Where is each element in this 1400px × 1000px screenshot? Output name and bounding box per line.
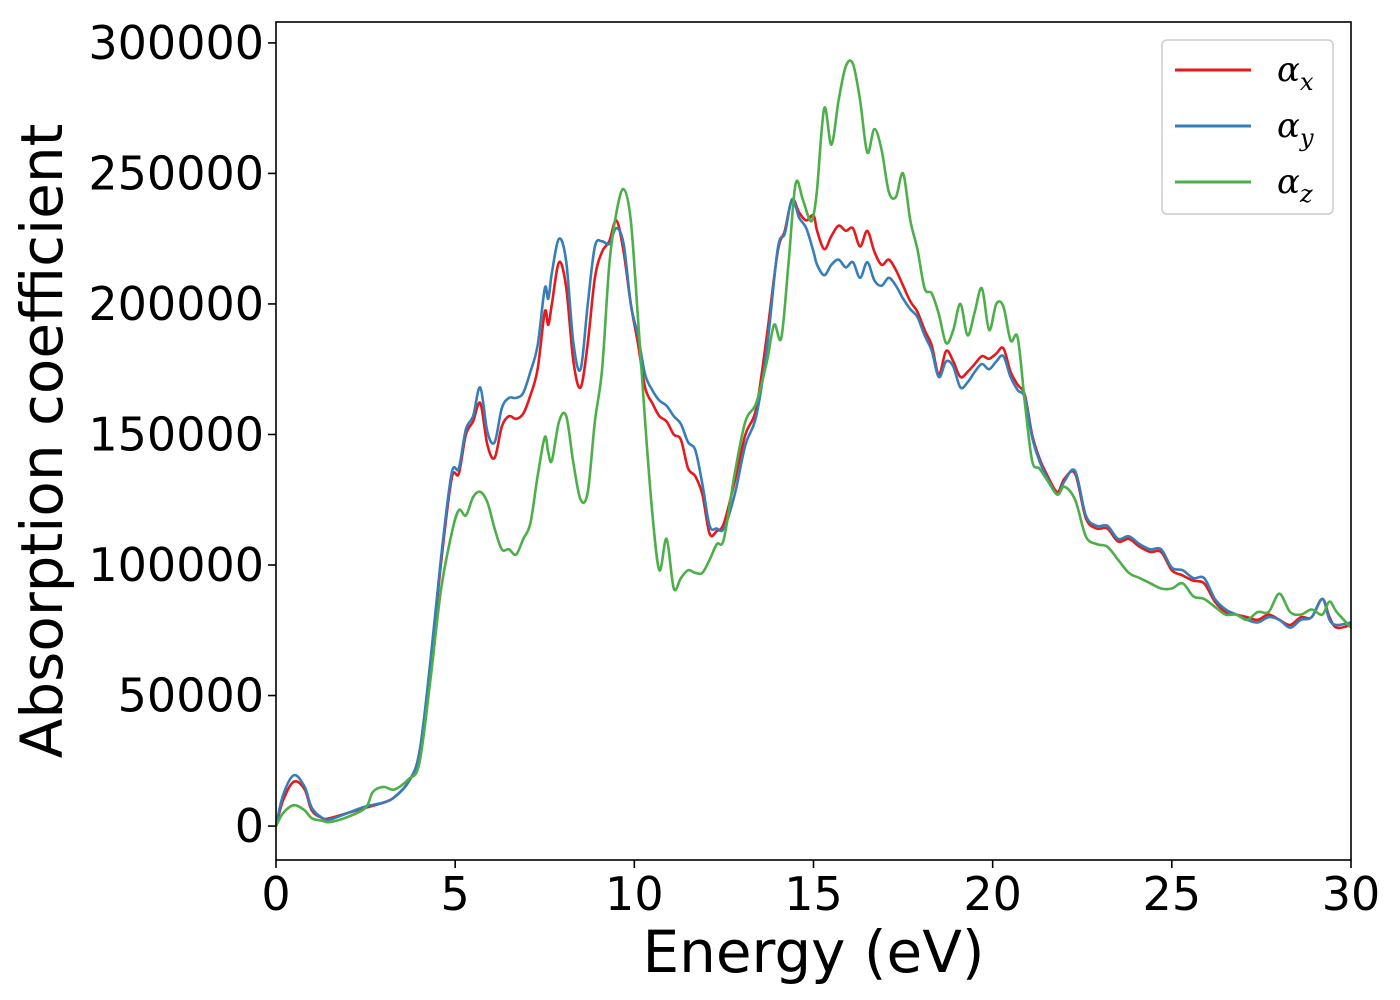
series-line-y bbox=[274, 198, 1352, 827]
y-tick-label: 300000 bbox=[88, 16, 264, 70]
series-line-x bbox=[274, 197, 1352, 827]
y-tick-label: 150000 bbox=[88, 407, 264, 461]
legend-label-y: αy bbox=[1277, 106, 1314, 152]
legend-subscript: x bbox=[1300, 68, 1314, 96]
x-tick-label: 20 bbox=[963, 867, 1022, 921]
series-lines bbox=[274, 59, 1352, 827]
legend-subscript: z bbox=[1299, 180, 1313, 208]
legend-symbol: α bbox=[1277, 50, 1300, 90]
x-tick-label: 0 bbox=[261, 867, 290, 921]
legend-symbol: α bbox=[1277, 106, 1300, 146]
x-tick-label: 30 bbox=[1322, 867, 1381, 921]
y-tick-label: 250000 bbox=[88, 146, 264, 200]
legend-symbol: α bbox=[1277, 162, 1300, 202]
y-axis-ticks: 0 50000 100000 150000 200000 250000 300000 bbox=[88, 16, 276, 853]
y-axis-label: Absorption coefficient bbox=[8, 124, 76, 759]
legend-subscript: y bbox=[1299, 124, 1314, 152]
y-tick-label: 100000 bbox=[88, 538, 264, 592]
y-tick-label: 0 bbox=[235, 799, 264, 853]
x-tick-label: 5 bbox=[441, 867, 470, 921]
x-tick-label: 15 bbox=[784, 867, 843, 921]
plot-frame bbox=[275, 21, 1352, 861]
legend-label-x: αx bbox=[1277, 50, 1314, 96]
y-tick-label: 50000 bbox=[118, 669, 264, 723]
x-axis-ticks: 0 5 10 15 20 25 30 bbox=[261, 860, 1380, 921]
series-line-z bbox=[274, 59, 1352, 827]
x-tick-label: 25 bbox=[1143, 867, 1202, 921]
y-tick-label: 200000 bbox=[88, 277, 264, 331]
legend-label-z: αz bbox=[1277, 162, 1313, 208]
x-tick-label: 10 bbox=[605, 867, 664, 921]
x-axis-label: Energy (eV) bbox=[642, 918, 984, 986]
